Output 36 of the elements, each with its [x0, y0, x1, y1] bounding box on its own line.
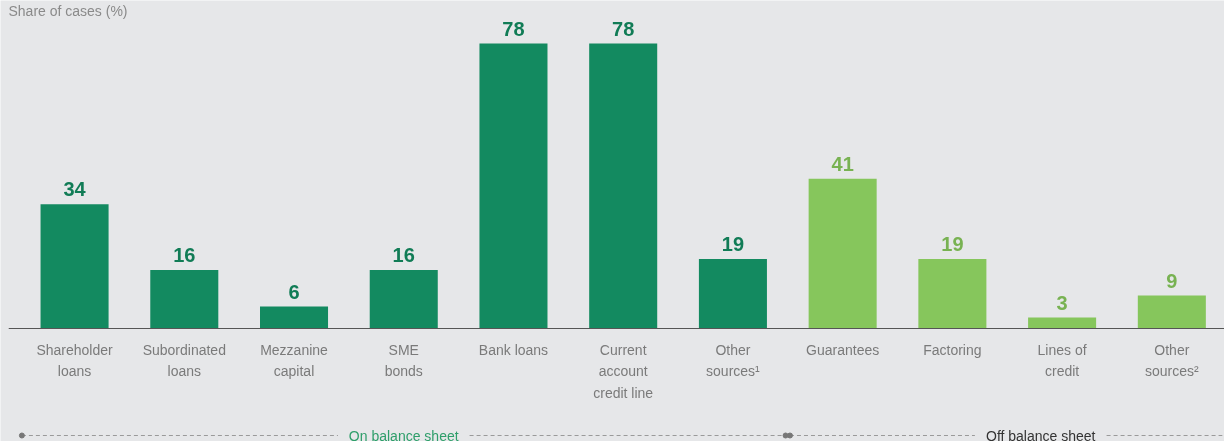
data-label: 16: [173, 244, 196, 267]
data-label: 3: [1056, 291, 1068, 314]
data-label: 19: [941, 233, 964, 256]
bar: [808, 178, 877, 329]
data-label: 41: [831, 152, 854, 175]
x-tick-label: Other sources¹: [706, 341, 761, 380]
bar: [918, 259, 987, 329]
x-tick-label: Other sources²: [1144, 341, 1200, 380]
bar: [260, 306, 329, 329]
data-label: 78: [612, 17, 635, 40]
bar: [1137, 295, 1206, 329]
x-tick-label: Shareholder loans: [36, 341, 114, 380]
y-axis-title: Share of cases (%): [8, 2, 128, 19]
bar: [369, 270, 438, 329]
data-label: 6: [288, 280, 300, 303]
bar: [589, 43, 658, 329]
x-tick-label: Lines of credit: [1037, 341, 1087, 380]
data-label: 34: [63, 178, 87, 201]
data-label: 78: [502, 17, 525, 40]
text: Off balance sheet: [985, 427, 1096, 441]
bar: [698, 259, 767, 329]
bar: [479, 43, 548, 329]
x-tick-label: Mezzanine capital: [260, 341, 329, 380]
x-tick-label: Guarantees: [806, 341, 880, 358]
data-label: 16: [392, 244, 415, 267]
bar: [150, 270, 219, 329]
x-tick-label: Subordinated loans: [142, 341, 226, 380]
x-tick-label: Factoring: [923, 341, 982, 358]
text: On balance sheet: [348, 427, 459, 441]
x-tick-label: Current account credit line: [593, 341, 654, 401]
x-tick-label: SME bonds: [384, 341, 423, 380]
x-tick-label: Bank loans: [478, 341, 549, 358]
data-label: 9: [1166, 269, 1178, 292]
bar: [1028, 317, 1097, 329]
data-label: 19: [721, 233, 745, 256]
bar: [40, 204, 109, 329]
